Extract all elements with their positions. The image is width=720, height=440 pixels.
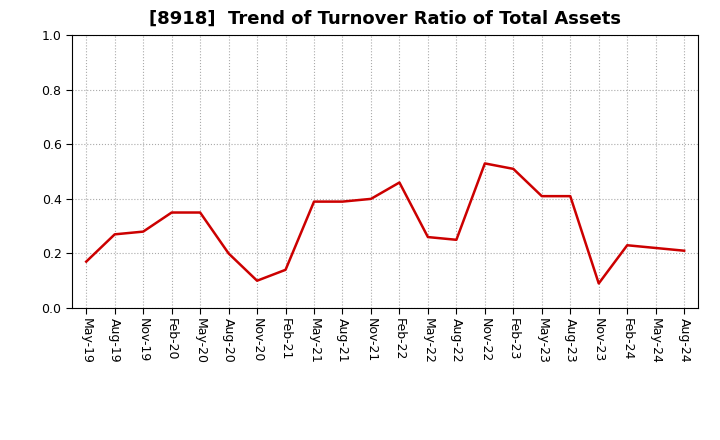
Title: [8918]  Trend of Turnover Ratio of Total Assets: [8918] Trend of Turnover Ratio of Total … — [149, 10, 621, 28]
